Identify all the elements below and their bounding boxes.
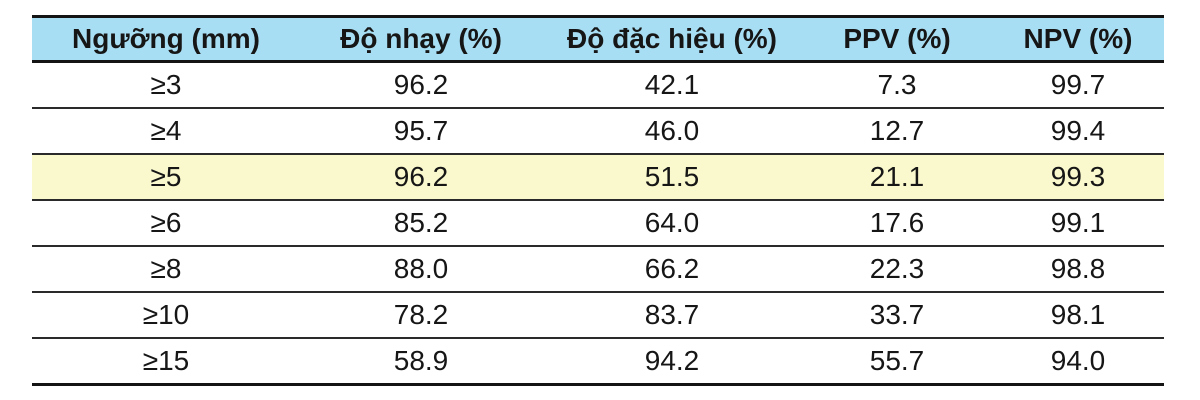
table-cell: 51.5 — [542, 154, 802, 201]
table-cell: 12.7 — [802, 108, 992, 155]
table-cell: 64.0 — [542, 200, 802, 247]
threshold-cell: ≥15 — [32, 338, 300, 386]
table-cell: 94.2 — [542, 338, 802, 386]
table-cell: 96.2 — [300, 61, 542, 109]
table-cell: 94.0 — [992, 338, 1164, 386]
threshold-cell: ≥5 — [32, 154, 300, 201]
table-cell: 98.1 — [992, 292, 1164, 339]
table-cell: 22.3 — [802, 246, 992, 293]
table-cell: 42.1 — [542, 61, 802, 109]
diagnostic-thresholds-table: Ngưỡng (mm) Độ nhạy (%) Độ đặc hiệu (%) PPV… — [32, 15, 1164, 386]
table-cell: 46.0 — [542, 108, 802, 155]
table-body: ≥3 96.2 42.1 7.3 99.7 ≥4 95.7 46.0 12.7 99.4 ≥5 96.… — [32, 61, 1164, 386]
column-header-1: Ngưỡng (mm) — [32, 15, 300, 63]
table-cell: 78.2 — [300, 292, 542, 339]
table-cell: 88.0 — [300, 246, 542, 293]
table-row: ≥6 85.2 64.0 17.6 99.1 — [32, 200, 1164, 247]
column-header-4: PPV (%) — [802, 15, 992, 63]
table-cell: 58.9 — [300, 338, 542, 386]
threshold-cell: ≥6 — [32, 200, 300, 247]
table-cell: 83.7 — [542, 292, 802, 339]
table-cell: 17.6 — [802, 200, 992, 247]
table-cell: 99.3 — [992, 154, 1164, 201]
table-row: ≥4 95.7 46.0 12.7 99.4 — [32, 108, 1164, 155]
table-cell: 95.7 — [300, 108, 542, 155]
table-cell: 85.2 — [300, 200, 542, 247]
table-row: ≥8 88.0 66.2 22.3 98.8 — [32, 246, 1164, 293]
table-row: ≥10 78.2 83.7 33.7 98.1 — [32, 292, 1164, 339]
column-header-5: NPV (%) — [992, 15, 1164, 63]
column-header-2: Độ nhạy (%) — [300, 15, 542, 63]
threshold-cell: ≥10 — [32, 292, 300, 339]
table-cell: 7.3 — [802, 61, 992, 109]
table-cell: 96.2 — [300, 154, 542, 201]
threshold-cell: ≥8 — [32, 246, 300, 293]
table-cell: 33.7 — [802, 292, 992, 339]
table-cell: 55.7 — [802, 338, 992, 386]
table-cell: 98.8 — [992, 246, 1164, 293]
table-cell: 99.4 — [992, 108, 1164, 155]
table-cell: 99.1 — [992, 200, 1164, 247]
threshold-cell: ≥3 — [32, 61, 300, 109]
table-cell: 21.1 — [802, 154, 992, 201]
table-row: ≥5 96.2 51.5 21.1 99.3 — [32, 154, 1164, 201]
column-header-3: Độ đặc hiệu (%) — [542, 15, 802, 63]
threshold-cell: ≥4 — [32, 108, 300, 155]
table-cell: 66.2 — [542, 246, 802, 293]
table-row: ≥3 96.2 42.1 7.3 99.7 — [32, 61, 1164, 109]
table-cell: 99.7 — [992, 61, 1164, 109]
table-row: ≥15 58.9 94.2 55.7 94.0 — [32, 338, 1164, 386]
table-header-row: Ngưỡng (mm) Độ nhạy (%) Độ đặc hiệu (%) PPV… — [32, 15, 1164, 63]
